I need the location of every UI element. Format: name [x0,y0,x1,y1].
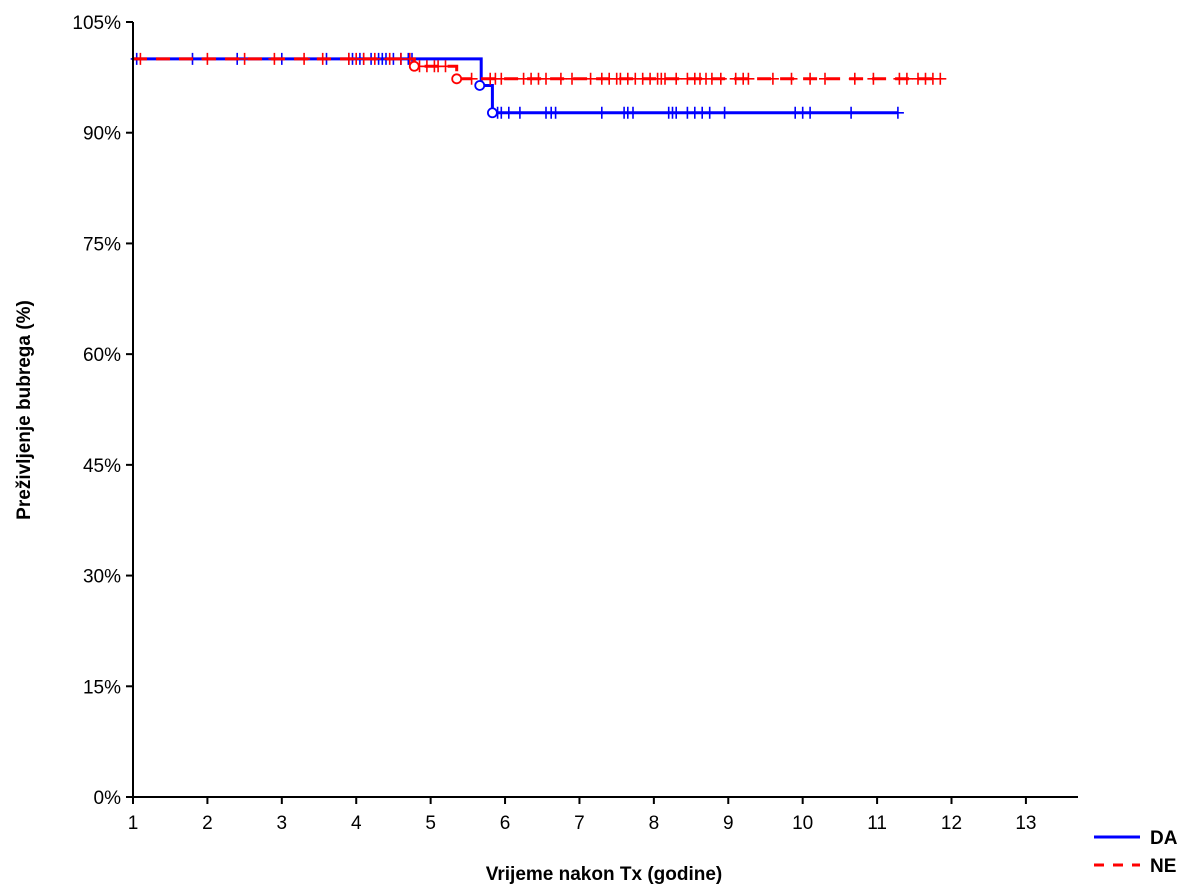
censor-mark-ne [670,72,683,85]
censor-mark-ne [785,72,798,85]
event-marker-ne [451,73,463,85]
censor-mark-da [502,106,515,119]
censor-mark-ne [742,72,755,85]
y-tick-label: 30% [83,567,121,588]
censor-mark-ne [316,52,329,65]
x-tick-label: 6 [500,813,511,834]
censor-mark-ne [867,72,880,85]
series-ne [133,52,947,85]
event-marker-da [474,80,486,91]
y-tick-label: 15% [83,677,121,698]
censor-mark-da [595,106,608,119]
x-tick-label: 3 [277,813,288,834]
y-tick-label: 0% [94,788,122,809]
censor-mark-da [513,106,526,119]
axes: 0%15%30%45%60%75%90%105%1 2 3 4 5 6 7 8 9 10 11 12 1… [72,13,1078,834]
censor-mark-da [549,106,562,119]
censor-mark-da [703,106,716,119]
x-tick-label: 9 [723,813,734,834]
censor-mark-da [627,106,639,119]
x-tick-label: 12 [941,813,962,834]
x-tick-label: 7 [574,813,585,834]
legend-label-ne: NE [1150,856,1176,877]
censor-mark-ne [465,72,478,85]
censor-mark-ne [900,72,913,85]
censor-mark-da [804,106,817,119]
x-tick-label: 8 [649,813,660,834]
plot-area [130,52,947,119]
y-tick-label: 75% [83,234,121,255]
censor-mark-ne [495,72,508,85]
censor-mark-ne [134,52,147,65]
censor-mark-ne [357,52,370,65]
x-tick-label: 1 [128,813,139,834]
censor-mark-da [670,106,683,119]
censor-mark-ne [201,52,214,65]
censor-mark-ne [383,52,396,65]
censor-mark-ne [714,72,727,85]
x-tick-label: 4 [351,813,362,834]
censor-mark-ne [439,60,452,73]
y-tick-label: 60% [83,345,121,366]
censor-mark-ne [848,72,861,85]
censor-mark-ne [934,72,947,85]
censor-mark-ne [819,72,831,85]
survival-curve-da [133,57,898,115]
event-marker-da [486,107,498,119]
y-tick-label: 45% [83,456,121,477]
event-marker-ne [408,60,420,72]
censor-mark-ne [566,72,578,85]
censor-mark-ne [554,72,567,85]
y-axis-title: Preživljenje bubrega (%) [14,300,35,520]
x-tick-label: 10 [792,813,813,834]
x-axis-title: Vrijeme nakon Tx (godine) [486,864,723,885]
y-tick-label: 105% [72,13,121,34]
censor-mark-ne [268,52,281,65]
censor-mark-ne [584,72,597,85]
censor-mark-da [891,106,904,119]
y-tick-label: 90% [83,124,121,145]
series-da [130,52,904,119]
censor-mark-ne [659,72,671,85]
censor-mark-ne [804,72,817,85]
censor-mark-ne [238,52,251,65]
x-tick-label: 11 [867,813,887,834]
censor-mark-da [718,106,731,119]
survival-curve-ne [133,57,941,81]
legend-label-da: DA [1150,828,1178,849]
legend: DA NE [1094,828,1178,877]
censor-mark-ne [766,72,779,85]
censor-mark-ne [540,72,552,85]
censor-mark-ne [298,52,311,65]
x-tick-label: 13 [1015,813,1036,834]
x-tick-label: 5 [425,813,436,834]
censor-mark-da [845,106,858,119]
censor-mark-ne [403,52,416,65]
censor-mark-ne [368,52,381,65]
x-tick-label: 2 [202,813,213,834]
